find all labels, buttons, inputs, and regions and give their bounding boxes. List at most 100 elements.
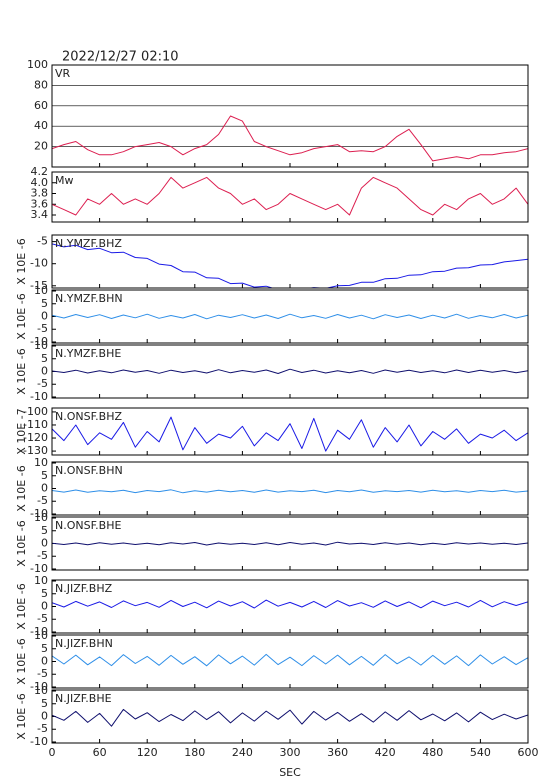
y-tick-label: -120: [23, 431, 48, 444]
y-tick-label: 0: [41, 537, 48, 550]
y-tick-label: 5: [41, 642, 48, 655]
y-tick-label: -110: [23, 418, 48, 431]
x-tick-label: 240: [232, 746, 253, 759]
x-tick-label: 480: [422, 746, 443, 759]
y-tick-label: 5: [41, 697, 48, 710]
trace: [52, 115, 528, 162]
panel-label: N.ONSF.BHZ: [55, 410, 122, 423]
y-tick-label: 0: [41, 310, 48, 323]
y-tick-label: -10: [30, 390, 48, 403]
trace: [52, 416, 528, 452]
x-tick-label: 180: [184, 746, 205, 759]
y-axis-label: X 10E -6: [15, 465, 28, 511]
y-tick-label: -5: [37, 667, 48, 680]
trace: [52, 489, 528, 494]
panel-frame: [51, 461, 529, 516]
x-tick-label: 600: [518, 746, 539, 759]
x-tick-label: 540: [470, 746, 491, 759]
y-tick-label: 10: [34, 284, 48, 297]
panel-frame: [51, 64, 529, 168]
y-tick-label: 4.2: [31, 165, 49, 178]
x-tick-label: 120: [137, 746, 158, 759]
y-tick-label: 5: [41, 297, 48, 310]
y-tick-label: 0: [41, 365, 48, 378]
y-tick-label: 10: [34, 456, 48, 469]
y-tick-label: -10: [30, 680, 48, 693]
y-tick-label: 5: [41, 587, 48, 600]
y-tick-label: 40: [34, 119, 48, 132]
y-tick-label: -10: [30, 507, 48, 520]
y-tick-label: 10: [34, 629, 48, 642]
record-title: 2022/12/27 02:10: [62, 50, 179, 65]
trace: [52, 176, 528, 216]
trace: [52, 708, 528, 727]
panel-frame: [51, 579, 529, 634]
y-tick-label: 5: [41, 352, 48, 365]
y-tick-label: -10: [30, 257, 48, 270]
x-tick-label: 300: [280, 746, 301, 759]
y-tick-label: -5: [37, 322, 48, 335]
y-tick-label: -5: [37, 235, 48, 248]
y-axis-label: X 10E -6: [15, 293, 28, 339]
y-axis-label: X 10E -6: [15, 520, 28, 566]
panel-label: N.YMZF.BHN: [55, 292, 123, 305]
trace: [52, 368, 528, 374]
y-tick-label: 4.0: [31, 176, 49, 189]
panel-frame: [51, 344, 529, 399]
y-tick-label: 80: [34, 78, 48, 91]
y-tick-label: 10: [34, 574, 48, 587]
y-tick-label: -15: [30, 279, 48, 292]
y-tick-label: 5: [41, 469, 48, 482]
panel-label: Mw: [55, 174, 74, 187]
y-tick-label: 3.6: [31, 197, 49, 210]
panel-frame: [51, 289, 529, 344]
y-tick-label: -5: [37, 377, 48, 390]
y-tick-label: -10: [30, 335, 48, 348]
trace: [52, 599, 528, 609]
y-tick-label: 20: [34, 140, 48, 153]
y-tick-label: 3.4: [31, 208, 49, 221]
x-tick-label: 420: [375, 746, 396, 759]
x-axis-label: SEC: [279, 766, 301, 779]
panel-label: N.YMZF.BHE: [55, 347, 121, 360]
panel-label: N.JIZF.BHZ: [55, 582, 113, 595]
y-tick-label: -10: [30, 625, 48, 638]
panel-frame: [51, 234, 529, 289]
panel-frame: [51, 171, 529, 223]
y-tick-label: 3.8: [31, 187, 49, 200]
y-tick-label: 10: [34, 339, 48, 352]
y-axis-label: X 10E -6: [15, 583, 28, 629]
y-tick-label: 0: [41, 655, 48, 668]
y-tick-label: 0: [41, 600, 48, 613]
y-axis-label: X 10E -6: [15, 693, 28, 739]
panel-label: N.JIZF.BHN: [55, 637, 113, 650]
y-tick-label: -5: [37, 549, 48, 562]
panel-frame: [51, 689, 529, 744]
x-tick-label: 60: [93, 746, 107, 759]
x-tick-label: 0: [49, 746, 56, 759]
y-tick-label: 60: [34, 99, 48, 112]
y-axis-label: X 10E -6: [15, 638, 28, 684]
y-tick-label: -5: [37, 722, 48, 735]
y-tick-label: -10: [30, 735, 48, 748]
panel-label: N.JIZF.BHE: [55, 692, 112, 705]
panel-frame: [51, 634, 529, 689]
panel-label: N.YMZF.BHZ: [55, 237, 122, 250]
y-axis-label: X 10E -6: [15, 238, 28, 284]
panel-label: VR: [55, 67, 71, 80]
y-tick-label: -5: [37, 612, 48, 625]
y-tick-label: -130: [23, 444, 48, 457]
panel-frame: [51, 407, 529, 456]
panel-frame: [51, 516, 529, 571]
panel-label: N.ONSF.BHN: [55, 464, 123, 477]
y-tick-label: -10: [30, 562, 48, 575]
y-tick-label: 100: [27, 58, 48, 71]
y-tick-label: -5: [37, 494, 48, 507]
y-tick-label: 10: [34, 684, 48, 697]
trace: [52, 541, 528, 546]
panel-label: N.ONSF.BHE: [55, 519, 121, 532]
y-tick-label: 5: [41, 524, 48, 537]
trace: [52, 243, 528, 288]
y-tick-label: -100: [23, 405, 48, 418]
